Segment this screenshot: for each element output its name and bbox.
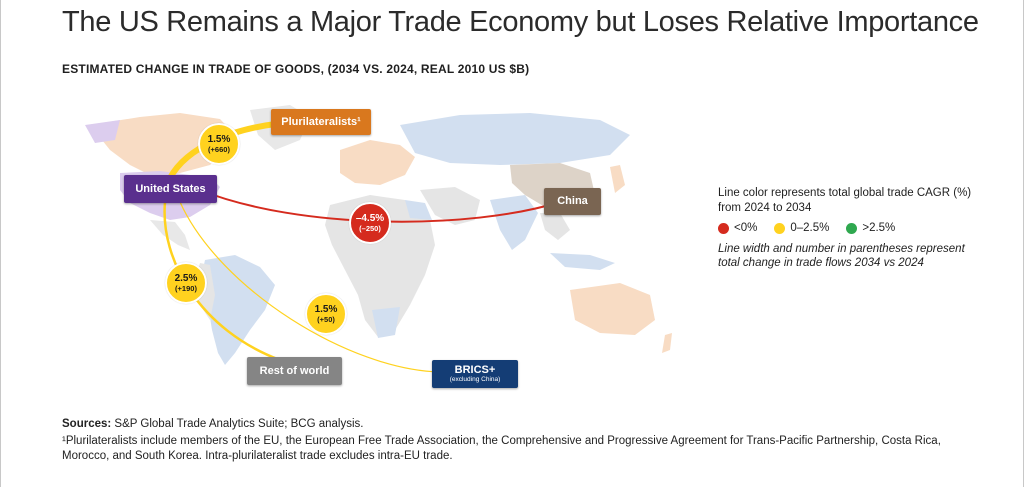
- badge-rest-of-world: 2.5% (+190): [165, 262, 207, 304]
- legend-heading: Line color represents total global trade…: [718, 187, 972, 214]
- footnote: ¹Plurilateralists include members of the…: [62, 435, 941, 462]
- badge-cagr: 2.5%: [174, 273, 198, 284]
- page-border-left: [0, 0, 1, 487]
- new-zealand-region: [662, 333, 672, 353]
- badge-change: (–250): [359, 224, 381, 233]
- sources-line: Sources: S&P Global Trade Analytics Suit…: [62, 418, 364, 430]
- node-china: China: [544, 188, 601, 215]
- legend-item-negative: <0%: [718, 222, 757, 234]
- middle-east-region: [420, 187, 480, 225]
- badge-cagr: –4.5%: [355, 213, 385, 224]
- node-plurilateralists: Plurilateralists¹: [271, 109, 371, 135]
- brics-label: BRICS+: [454, 364, 496, 376]
- badge-plurilateralists: 1.5% (+660): [198, 123, 240, 165]
- yellow-dot-icon: [774, 222, 786, 234]
- russia-region: [400, 113, 630, 165]
- legend-note: Line width and number in parentheses rep…: [718, 243, 965, 269]
- legend-item-label: 0–2.5%: [790, 222, 830, 234]
- southeast-asia-region: [540, 213, 570, 240]
- legend-item-label: >2.5%: [862, 222, 896, 234]
- india-region: [490, 195, 538, 250]
- page-title: The US Remains a Major Trade Economy but…: [62, 6, 979, 38]
- chart-subtitle: ESTIMATED CHANGE IN TRADE OF GOODS, (203…: [62, 62, 530, 76]
- legend-item-label: <0%: [734, 222, 758, 234]
- egypt-region: [405, 200, 432, 220]
- mexico-region: [150, 220, 190, 250]
- canada-region: [90, 113, 235, 175]
- green-dot-icon: [846, 222, 858, 234]
- legend: Line color represents total global trade…: [718, 186, 978, 270]
- japan-region: [610, 165, 625, 193]
- badge-cagr: 1.5%: [314, 304, 338, 315]
- australia-region: [570, 283, 655, 335]
- badge-cagr: 1.5%: [207, 134, 231, 145]
- badge-change: (+50): [317, 315, 335, 324]
- europe-region: [340, 140, 415, 185]
- indonesia-region: [550, 253, 615, 270]
- red-dot-icon: [718, 222, 729, 234]
- badge-china: –4.5% (–250): [349, 202, 391, 244]
- badge-brics: 1.5% (+50): [305, 293, 347, 335]
- sources-label: Sources:: [62, 418, 112, 430]
- legend-items: <0% 0–2.5% >2.5%: [718, 222, 978, 234]
- legend-item-high: >2.5%: [846, 222, 895, 234]
- badge-change: (+190): [175, 284, 197, 293]
- node-brics: BRICS+ (excluding China): [432, 360, 518, 388]
- badge-change: (+660): [208, 145, 230, 154]
- legend-item-low: 0–2.5%: [774, 222, 829, 234]
- brics-sublabel: (excluding China): [449, 376, 501, 384]
- south-america-region: [200, 255, 275, 365]
- sources-text: S&P Global Trade Analytics Suite; BCG an…: [111, 418, 364, 430]
- node-rest-of-world: Rest of world: [247, 357, 342, 385]
- africa-south: [372, 307, 400, 338]
- node-united-states: United States: [124, 175, 217, 203]
- world-map: [85, 105, 672, 365]
- alaska-region: [85, 120, 120, 143]
- flow-line-us-brics: [179, 201, 441, 373]
